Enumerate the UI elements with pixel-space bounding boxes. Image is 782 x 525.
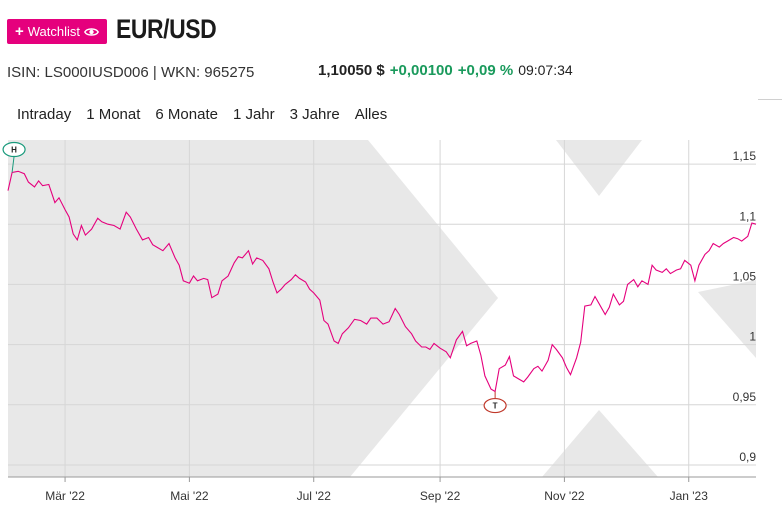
quote-price: 1,10050 $ bbox=[318, 62, 385, 79]
x-tick-label: Mai '22 bbox=[170, 489, 209, 503]
gridlines bbox=[8, 140, 756, 477]
plus-icon: + bbox=[14, 23, 24, 40]
tab-1-monat[interactable]: 1 Monat bbox=[86, 106, 141, 123]
y-tick-labels: 1,15 1,1 1,05 1 0,95 0,9 bbox=[733, 149, 757, 464]
series-line-eur-usd bbox=[7, 170, 757, 393]
eye-icon bbox=[84, 27, 99, 37]
y-tick-label: 0,95 bbox=[733, 390, 757, 404]
watermark-shapes bbox=[8, 140, 756, 477]
tab-intraday[interactable]: Intraday bbox=[17, 106, 72, 123]
x-tick-label: Jan '23 bbox=[670, 489, 709, 503]
x-tick-label: Nov '22 bbox=[544, 489, 585, 503]
quote-line: 1,10050 $ +0,00100 +0,09 % 09:07:34 bbox=[318, 62, 573, 79]
low-marker: T bbox=[483, 391, 507, 414]
price-chart[interactable]: 1,15 1,1 1,05 1 0,95 0,9 Mär '22 Mai '22 Jul '2… bbox=[0, 140, 782, 525]
x-tick-label: Jul '22 bbox=[297, 489, 332, 503]
page-title: EUR/USD bbox=[116, 14, 217, 44]
quote-change-absolute: +0,00100 bbox=[389, 62, 453, 79]
y-tick-label: 1,1 bbox=[739, 209, 756, 223]
y-tick-label: 1,05 bbox=[733, 269, 757, 283]
high-marker: H bbox=[2, 141, 26, 173]
isin-wkn-text: ISIN: LS000IUSD006 | WKN: 965275 bbox=[7, 64, 255, 81]
divider bbox=[758, 99, 782, 100]
y-tick-label: 1,15 bbox=[733, 149, 757, 163]
quote-time: 09:07:34 bbox=[518, 62, 573, 78]
period-tabs: Intraday 1 Monat 6 Monate 1 Jahr 3 Jahre… bbox=[17, 106, 402, 123]
tab-3-jahre[interactable]: 3 Jahre bbox=[289, 106, 340, 123]
tab-alles[interactable]: Alles bbox=[354, 106, 388, 123]
watchlist-label: Watchlist bbox=[27, 24, 80, 39]
x-tick-label: Sep '22 bbox=[420, 489, 461, 503]
y-tick-label: 1 bbox=[749, 330, 756, 344]
watchlist-button[interactable]: + Watchlist bbox=[7, 19, 107, 44]
x-tick-label: Mär '22 bbox=[45, 489, 85, 503]
quote-change-percent: +0,09 % bbox=[457, 62, 514, 79]
y-tick-label: 0,9 bbox=[739, 450, 756, 464]
tab-6-monate[interactable]: 6 Monate bbox=[155, 106, 218, 123]
svg-text:T: T bbox=[493, 402, 498, 411]
x-tick-labels: Mär '22 Mai '22 Jul '22 Sep '22 Nov '22 Jan '… bbox=[45, 477, 708, 503]
svg-text:H: H bbox=[11, 145, 17, 154]
tab-1-jahr[interactable]: 1 Jahr bbox=[232, 106, 275, 123]
